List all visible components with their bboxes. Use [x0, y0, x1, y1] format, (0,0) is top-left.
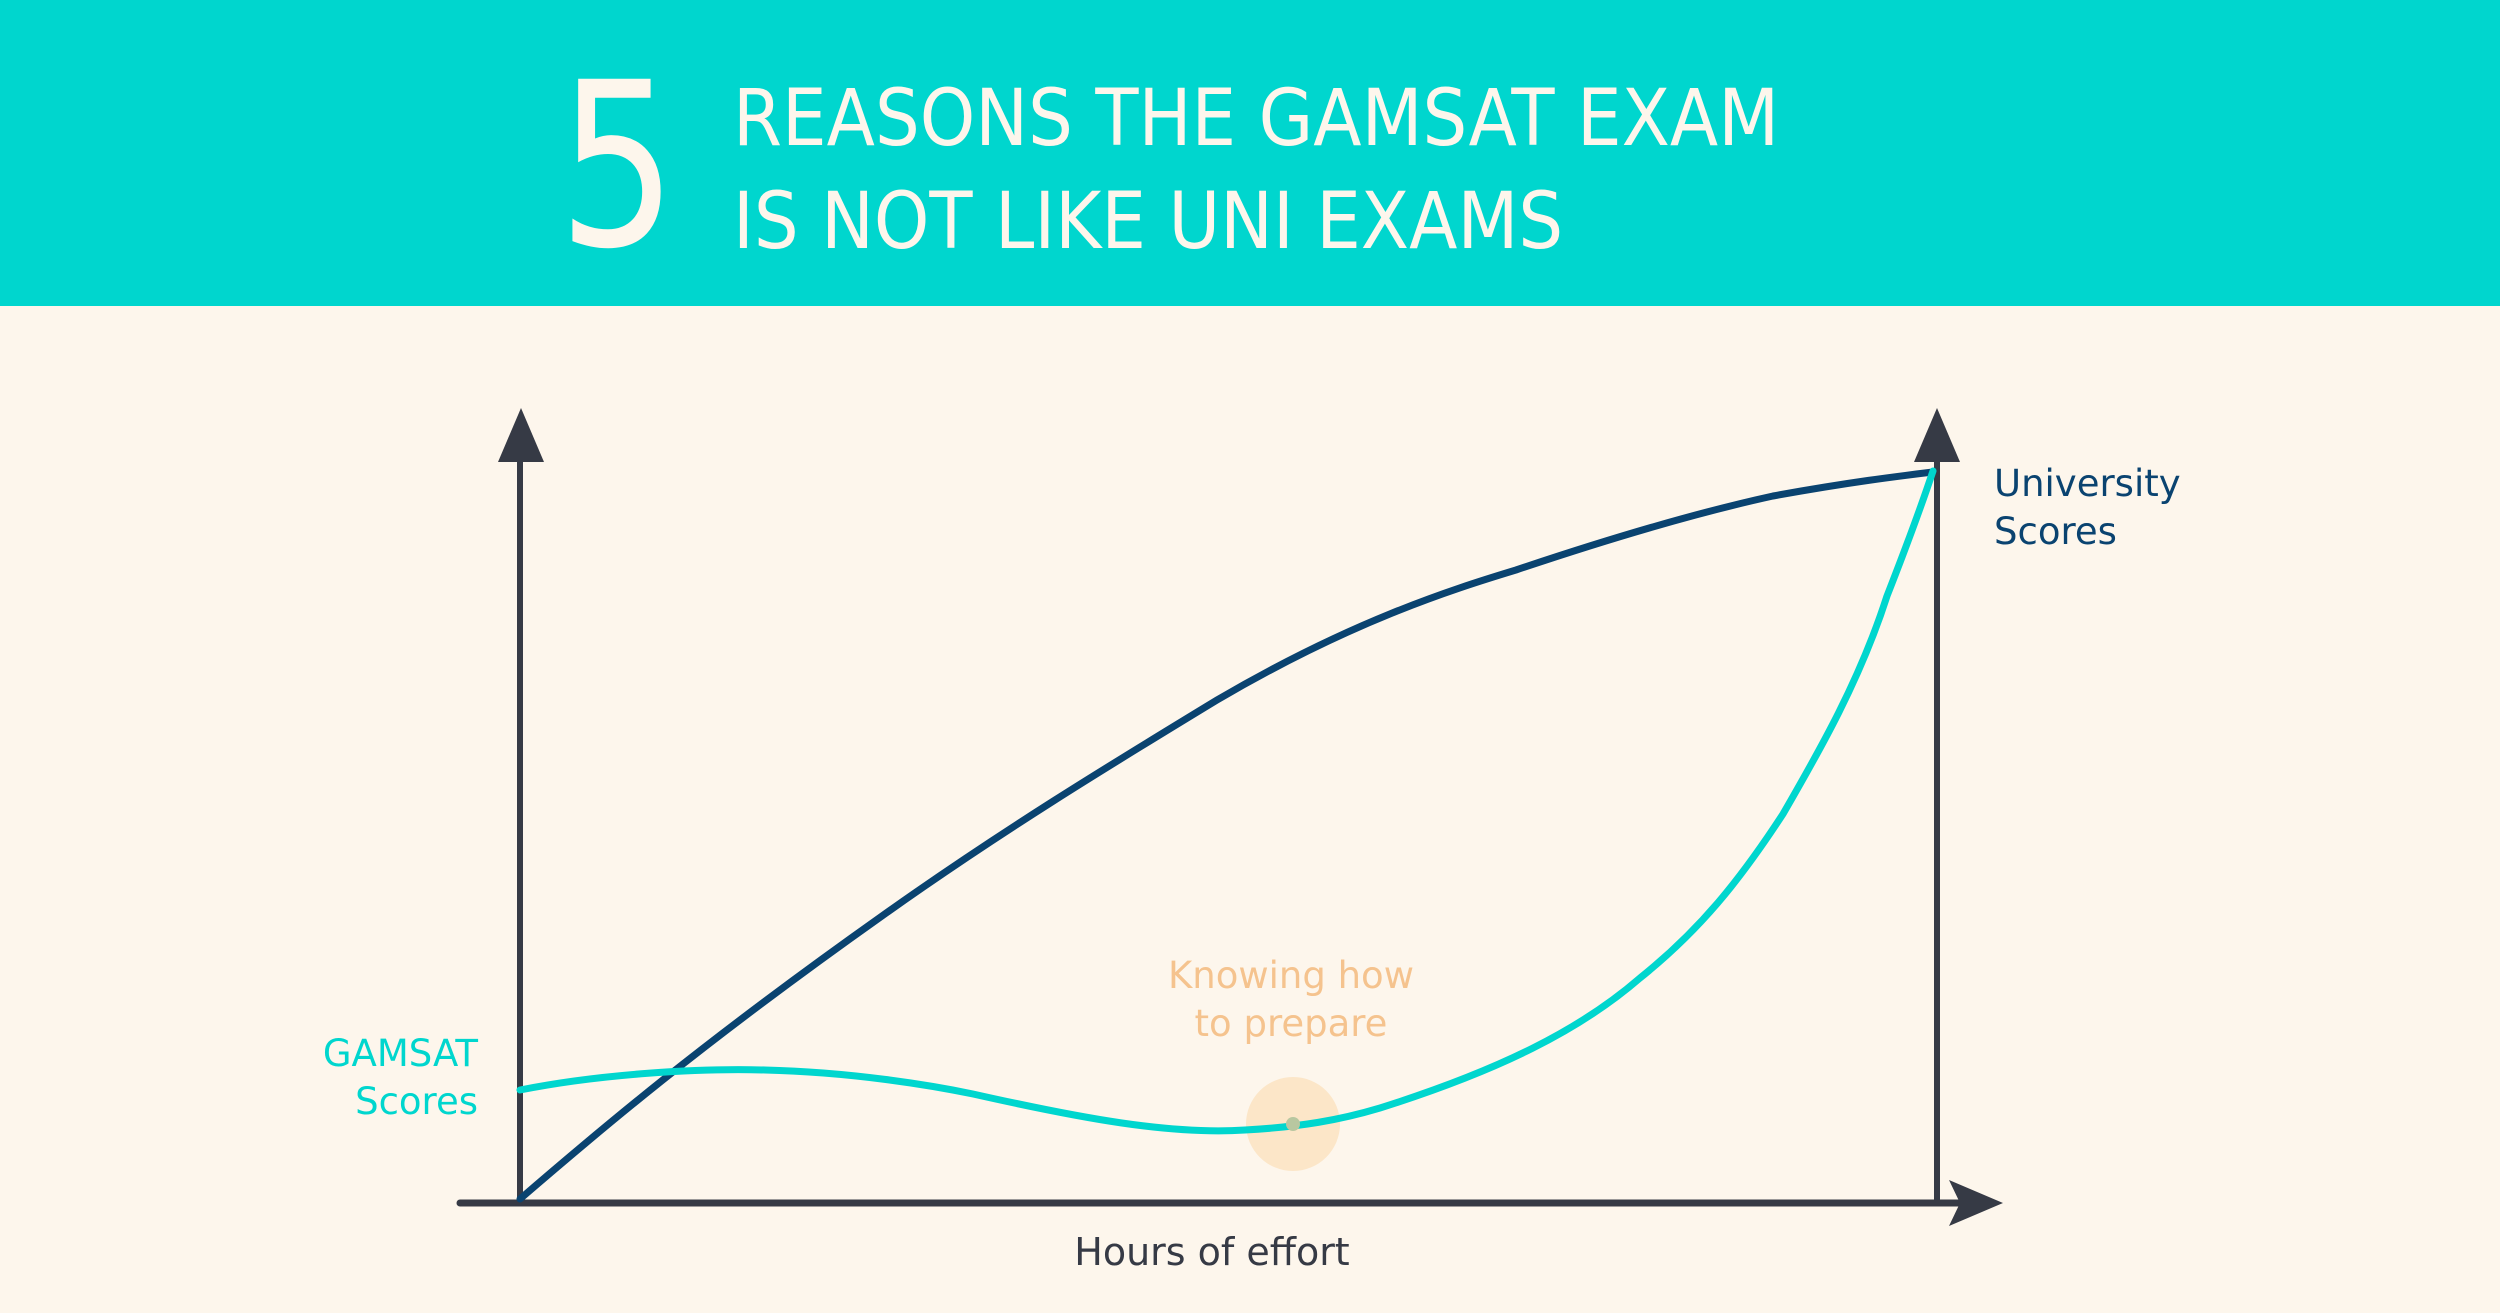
university-scores-line: [516, 468, 1937, 1203]
x-axis-label: Hours of effort: [1074, 1230, 1350, 1274]
title-number: 5: [558, 33, 677, 299]
title-line-2: IS NOT LIKE UNI EXAMS: [733, 177, 1564, 267]
x-axis-arrow-icon: [1949, 1180, 2003, 1226]
gamsat-scores-line: [516, 467, 1937, 1135]
y-axis-right-arrow-icon: [1914, 408, 1960, 462]
title-line-1: REASONS THE GAMSAT EXAM: [733, 74, 1780, 164]
y-axis-left-arrow-icon: [498, 408, 544, 462]
gamsat-scores-label: GAMSAT Scores: [322, 1032, 478, 1123]
annotation-point: [1286, 1117, 1300, 1131]
knowing-how-to-prepare-annotation: Knowing how to prepare: [1168, 954, 1414, 1045]
header-banner: 5 REASONS THE GAMSAT EXAM IS NOT LIKE UN…: [0, 0, 2500, 306]
university-scores-label: University Scores: [1994, 462, 2181, 553]
